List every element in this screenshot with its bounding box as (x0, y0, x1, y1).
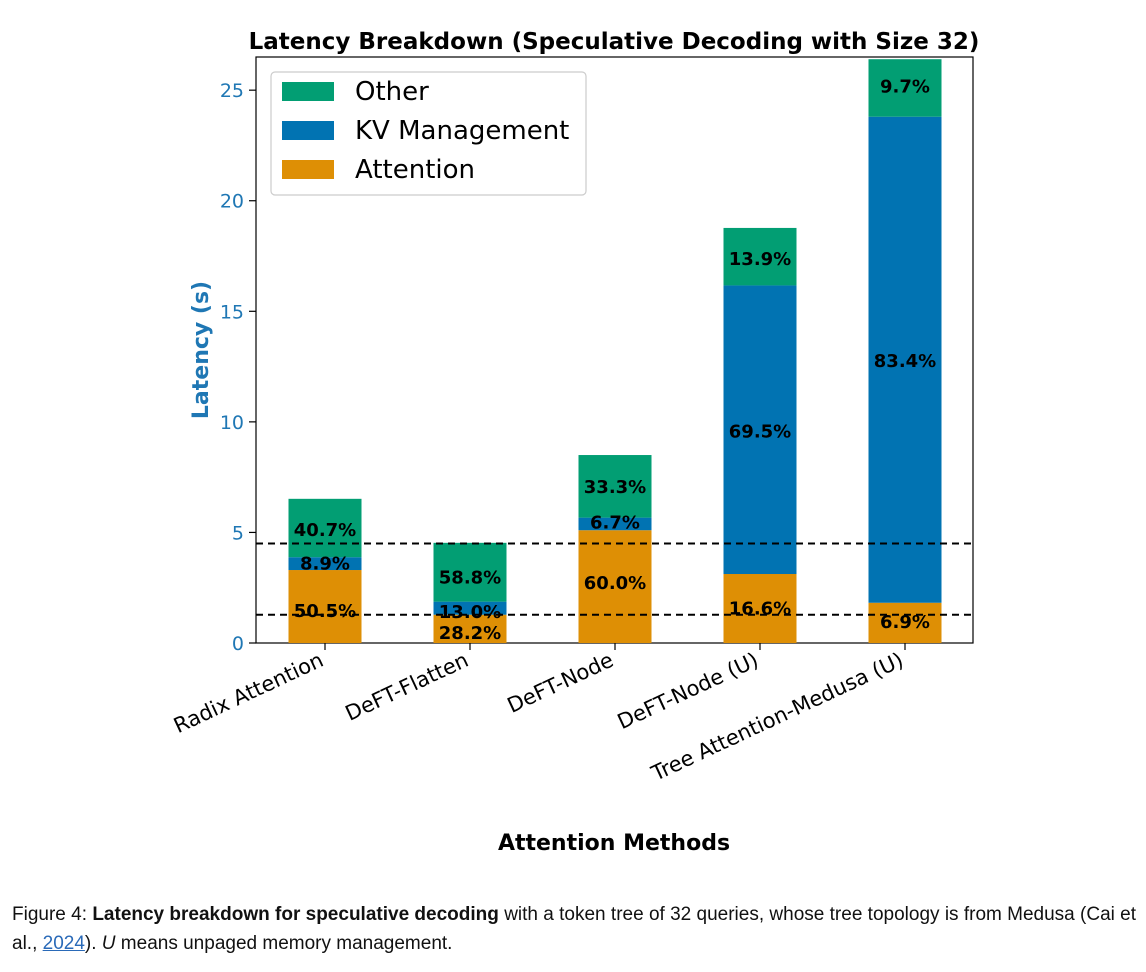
data-label: 13.9% (729, 249, 791, 270)
bar-segment-attention (288, 570, 362, 643)
data-label: 9.7% (880, 77, 930, 98)
chart-title: Latency Breakdown (Speculative Decoding … (249, 29, 980, 55)
y-axis-label: Latency (s) (189, 281, 214, 419)
caption-bold: Latency breakdown for speculative decodi… (92, 904, 499, 925)
bar-segment-kv-management (288, 557, 362, 571)
bar-segment-kv-management (868, 116, 942, 603)
bar-segment-kv-management (578, 517, 652, 531)
bar-segment-kv-management (433, 601, 507, 615)
bar-segment-other (723, 227, 797, 286)
data-label: 13.0% (439, 602, 501, 623)
bar-segment-other (578, 455, 652, 518)
data-label: 6.7% (590, 512, 640, 533)
latency-breakdown-chart: Latency Breakdown (Speculative Decoding … (170, 29, 980, 856)
bar-segment-attention (723, 574, 797, 643)
data-label: 16.6% (729, 599, 791, 620)
citation-link[interactable]: 2024 (42, 933, 85, 954)
y-tick-label: 25 (220, 80, 244, 102)
caption-text-1: with a token tree of 32 queries, whose t… (12, 904, 1137, 954)
data-label: 58.8% (439, 568, 501, 589)
y-tick-label: 10 (220, 412, 244, 434)
bar-segment-attention (578, 530, 652, 643)
legend-box (270, 71, 587, 196)
data-label: 40.7% (294, 520, 356, 541)
data-label: 6.9% (880, 612, 930, 633)
x-axis-label: Attention Methods (498, 831, 730, 856)
x-tick-label: Radix Attention (170, 648, 327, 738)
bar-segment-other (868, 59, 942, 117)
data-label: 50.5% (294, 601, 356, 622)
y-tick-label: 5 (232, 522, 244, 544)
bar-segment-kv-management (723, 285, 797, 575)
data-label: 83.4% (874, 351, 936, 372)
legend-label: Attention (355, 155, 475, 185)
data-label: 69.5% (729, 422, 791, 443)
bar-segment-attention (433, 614, 507, 643)
legend-label: KV Management (355, 116, 569, 146)
x-tick-label: Tree Attention-Medusa (U) (647, 648, 907, 786)
caption-text-2: ). (84, 933, 102, 954)
data-label: 33.3% (584, 477, 646, 498)
data-label: 28.2% (439, 623, 501, 644)
caption-italic: U (101, 933, 116, 954)
y-tick-label: 20 (220, 191, 244, 213)
bar-segment-attention (868, 602, 942, 643)
y-tick-label: 0 (232, 633, 244, 655)
data-label: 8.9% (300, 553, 350, 574)
legend-swatch (282, 121, 334, 140)
caption-prefix: Figure 4: (12, 904, 93, 925)
figure-caption: Figure 4: Latency breakdown for speculat… (12, 900, 1136, 958)
x-tick-label: DeFT-Flatten (342, 648, 472, 726)
bar-segment-other (288, 498, 362, 558)
legend-label: Other (355, 77, 429, 107)
legend-swatch (282, 160, 334, 179)
legend-swatch (282, 82, 334, 101)
bar-segment-other (433, 542, 507, 602)
y-tick-label: 15 (220, 301, 244, 323)
caption-text-3: means unpaged memory management. (115, 933, 453, 954)
x-tick-label: DeFT-Node (504, 648, 618, 718)
data-label: 60.0% (584, 573, 646, 594)
